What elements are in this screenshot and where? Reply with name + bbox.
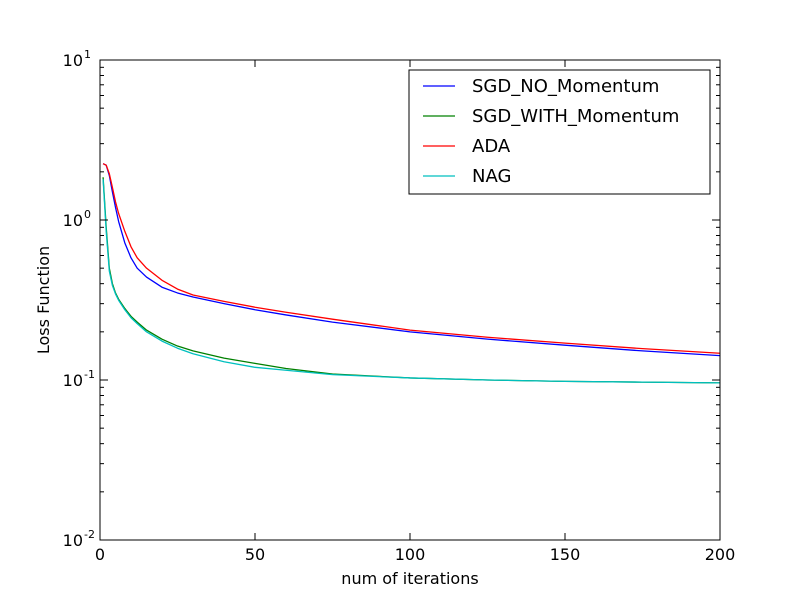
series-line-0 (102, 163, 720, 357)
y-tick-label-1: 10 (63, 211, 83, 230)
legend-label-2: ADA (472, 136, 511, 157)
y-tick-exponent-3: -2 (84, 528, 95, 541)
y-tick-exponent-1: 0 (84, 208, 91, 221)
y-tick-exponent-0: 1 (84, 48, 91, 61)
legend-label-1: SGD_WITH_Momentum (472, 106, 679, 127)
x-tick-label-4: 200 (705, 545, 736, 564)
y-tick-label-3: 10 (63, 531, 83, 550)
series-line-3 (102, 179, 720, 384)
x-axis-label: num of iterations (341, 569, 478, 588)
x-tick-label-1: 50 (245, 545, 265, 564)
x-tick-label-0: 0 (95, 545, 105, 564)
series-layer (102, 163, 720, 384)
legend: SGD_NO_Momentum SGD_WITH_Momentum ADA NAG (408, 69, 711, 195)
y-tick-label-2: 10 (63, 371, 83, 390)
legend-label-0: SGD_NO_Momentum (472, 76, 659, 97)
x-tick-label-2: 100 (395, 545, 426, 564)
y-tick-label-0: 10 (63, 51, 83, 70)
series-line-2 (102, 163, 720, 354)
y-tick-exponent-2: -1 (84, 368, 95, 381)
x-tick-label-3: 150 (550, 545, 581, 564)
y-axis-label: Loss Function (34, 246, 53, 354)
legend-label-3: NAG (472, 166, 511, 187)
legend-box (408, 69, 711, 195)
